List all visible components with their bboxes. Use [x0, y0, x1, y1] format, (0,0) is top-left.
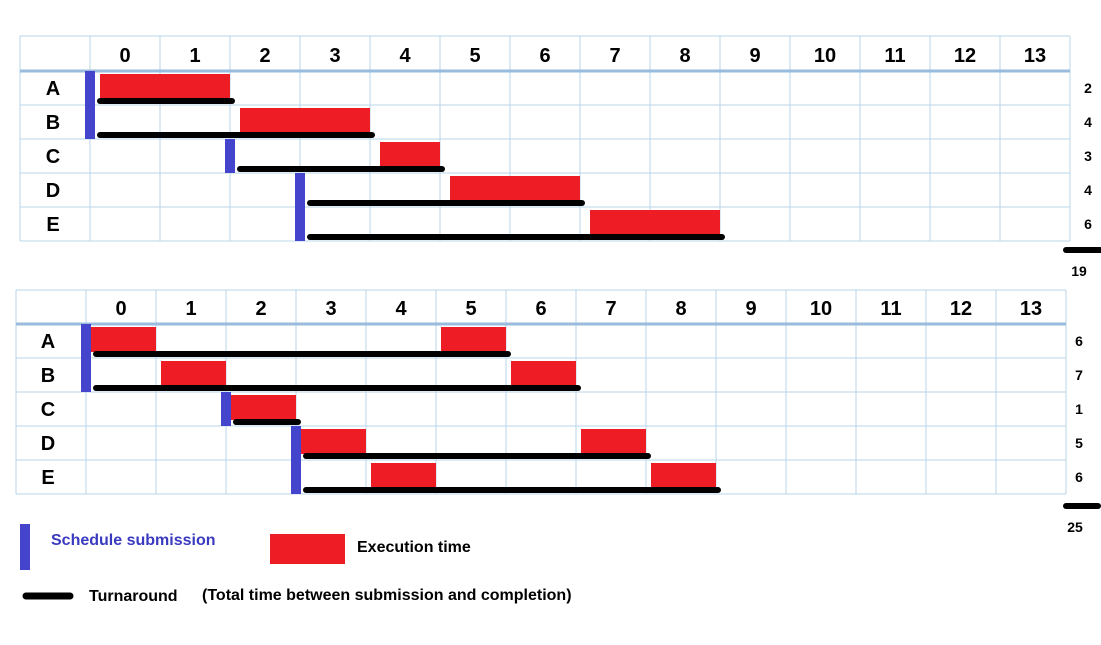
- diagram-2-column-header: 8: [675, 298, 686, 320]
- diagram-2-submission-marker: [291, 426, 301, 494]
- diagram-2-execution-block: [91, 327, 156, 352]
- diagram-1: 0 1 2 3 4 5 6 7 8 9 10 11 12 13A 2B 4C 3D 4E 6: [19, 35, 1092, 242]
- diagram-2-turnaround-value: 6: [1075, 469, 1083, 485]
- diagram-2-turnaround-value: 1: [1075, 401, 1083, 417]
- diagram-2-column-header: 13: [1020, 298, 1042, 320]
- diagram-1-turnaround-value: 3: [1084, 148, 1092, 164]
- diagram-1-turnaround-value: 6: [1084, 216, 1092, 232]
- diagram-1-column-header: 0: [119, 45, 130, 67]
- diagram-1-execution-block: [100, 74, 230, 99]
- diagram-1-column-header: 11: [884, 45, 905, 67]
- diagram-2-column-header: 11: [880, 298, 901, 320]
- diagram-1-row-label: E: [46, 214, 59, 236]
- diagram-2-column-header: 0: [115, 298, 126, 320]
- diagram-1-execution-block: [590, 210, 720, 235]
- diagram-1-row-label: B: [46, 112, 60, 134]
- legend-submission-swatch: [20, 524, 30, 570]
- diagram-2-column-header: 6: [535, 298, 546, 320]
- diagram-1-column-header: 4: [399, 45, 411, 67]
- diagram-1-total-value: 19: [1071, 263, 1087, 279]
- diagram-2-row-label: E: [41, 467, 54, 489]
- diagram-2-total: 25: [1063, 503, 1101, 535]
- diagram-2-execution-block: [161, 361, 226, 386]
- diagram-1-column-header: 13: [1024, 45, 1046, 67]
- diagram-2-submission-marker: [221, 392, 231, 426]
- diagram-1-column-header: 7: [609, 45, 620, 67]
- diagram-2-column-header: 10: [810, 298, 832, 320]
- diagram-2-row-label: D: [41, 433, 55, 455]
- legend-execution-label: Execution time: [357, 539, 471, 556]
- diagram-1-submission-marker: [225, 139, 235, 173]
- diagram-1-column-header: 6: [539, 45, 550, 67]
- diagram-2-column-header: 12: [950, 298, 972, 320]
- diagram-2-column-header: 2: [255, 298, 266, 320]
- diagram-1-column-header: 3: [329, 45, 340, 67]
- diagram-2-execution-block: [511, 361, 576, 386]
- diagram-2-column-header: 7: [605, 298, 616, 320]
- diagram-1-column-header: 10: [814, 45, 836, 67]
- diagram-2-turnaround-value: 5: [1075, 435, 1083, 451]
- diagram-1-execution-block: [240, 108, 370, 133]
- diagram-2: 0 1 2 3 4 5 6 7 8 9 10 11 12 13A 6B 7C 1D 5E 6: [15, 289, 1083, 495]
- legend-execution-swatch: [270, 534, 345, 564]
- diagram-1-column-header: 5: [469, 45, 480, 67]
- diagram-2-execution-block: [651, 463, 716, 488]
- diagram-1-row-label: D: [46, 180, 60, 202]
- diagram-1-turnaround-value: 4: [1084, 114, 1092, 130]
- diagram-1-execution-block: [380, 142, 440, 167]
- diagram-1-column-header: 2: [259, 45, 270, 67]
- diagram-2-column-header: 1: [185, 298, 196, 320]
- diagram-1-submission-marker: [295, 173, 305, 241]
- diagram-2-column-header: 4: [395, 298, 407, 320]
- diagram-1-column-header: 12: [954, 45, 976, 67]
- legend-submission-label: Schedule submission: [51, 532, 215, 549]
- legend-turnaround-label: Turnaround: [89, 588, 178, 605]
- diagram-2-submission-marker: [81, 324, 91, 392]
- diagram-1-column-header: 9: [749, 45, 760, 67]
- diagram-1-turnaround-value: 4: [1084, 182, 1092, 198]
- diagram-2-execution-block: [301, 429, 366, 454]
- diagram-2-turnaround-value: 6: [1075, 333, 1083, 349]
- diagram-2-execution-block: [581, 429, 646, 454]
- diagram-2-column-header: 9: [745, 298, 756, 320]
- diagram-2-column-header: 3: [325, 298, 336, 320]
- diagram-2-row-label: B: [41, 365, 55, 387]
- legend: Schedule submission Execution time Turna…: [20, 524, 572, 605]
- diagram-1-execution-block: [450, 176, 580, 201]
- diagram-2-row-label: C: [41, 399, 55, 421]
- diagram-1-submission-marker: [85, 71, 95, 139]
- diagram-2-column-header: 5: [465, 298, 476, 320]
- diagram-1-total: 19: [1063, 247, 1101, 279]
- diagram-2-execution-block: [371, 463, 436, 488]
- diagram-1-row-label: C: [46, 146, 60, 168]
- diagram-1-column-header: 1: [189, 45, 200, 67]
- diagram-1-turnaround-value: 2: [1084, 80, 1092, 96]
- diagram-2-row-label: A: [41, 331, 55, 353]
- diagram-1-column-header: 8: [679, 45, 690, 67]
- diagram-2-total-value: 25: [1067, 519, 1083, 535]
- diagram-2-execution-block: [441, 327, 506, 352]
- diagram-2-turnaround-value: 7: [1075, 367, 1083, 383]
- diagram-2-execution-block: [231, 395, 296, 420]
- legend-turnaround-note: (Total time between submission and compl…: [202, 587, 572, 604]
- diagram-1-row-label: A: [46, 78, 60, 100]
